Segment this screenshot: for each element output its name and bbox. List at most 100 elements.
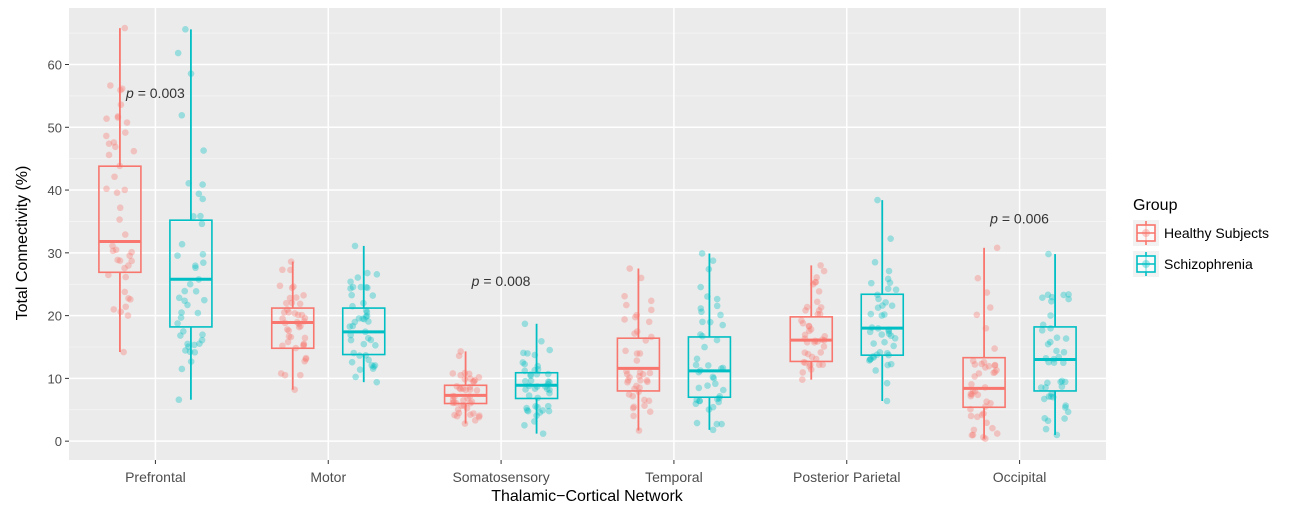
data-point (696, 397, 704, 405)
data-point (521, 421, 528, 429)
data-point (807, 326, 815, 333)
data-point (451, 411, 458, 419)
data-point (519, 359, 527, 366)
data-point (704, 382, 711, 389)
y-tick-label: 20 (48, 309, 62, 324)
data-point (717, 311, 724, 319)
data-point (643, 376, 651, 384)
data-point (372, 341, 379, 349)
data-point (631, 313, 639, 321)
data-point (715, 395, 723, 402)
plot-panel (69, 8, 1106, 460)
data-point (538, 337, 545, 345)
data-point (867, 355, 874, 363)
data-point (300, 292, 307, 299)
legend: Group Healthy Subjects Schizophrenia (1133, 197, 1269, 277)
box-schizophrenia (860, 200, 905, 401)
data-point (1065, 295, 1072, 303)
data-point (692, 400, 700, 408)
data-point (186, 280, 194, 288)
box-iqr (98, 165, 142, 274)
data-point (470, 378, 477, 385)
y-tick-label: 60 (48, 58, 62, 73)
data-point (983, 398, 990, 406)
data-point (348, 358, 356, 366)
data-point (471, 417, 479, 424)
data-point (297, 371, 304, 379)
data-point (466, 386, 474, 393)
data-point (993, 244, 1001, 252)
data-point (884, 285, 892, 293)
data-point (699, 318, 706, 326)
data-point (524, 407, 532, 415)
data-point (626, 374, 633, 381)
data-point (457, 371, 465, 379)
data-point (117, 101, 125, 109)
data-point (871, 258, 879, 266)
data-point (292, 294, 300, 301)
data-point (713, 420, 721, 428)
data-point (991, 368, 999, 376)
data-point (364, 269, 371, 277)
box-healthy (270, 261, 315, 390)
data-point (693, 419, 701, 427)
data-point (279, 315, 286, 322)
data-point (712, 380, 719, 388)
data-point (125, 295, 132, 302)
data-point (110, 139, 118, 146)
data-point (887, 235, 894, 242)
data-point (646, 369, 654, 377)
data-point (878, 312, 886, 319)
data-point (1039, 294, 1046, 302)
data-point (1044, 340, 1052, 348)
data-point (370, 363, 377, 370)
data-point (647, 297, 655, 305)
data-point (967, 392, 975, 400)
box-schizophrenia (169, 29, 213, 400)
data-point (534, 362, 542, 370)
data-point (719, 386, 727, 394)
x-tick-label: Prefrontal (125, 469, 186, 485)
data-point (282, 299, 290, 307)
data-point (174, 49, 182, 57)
data-point (874, 304, 882, 312)
data-point (986, 304, 994, 311)
data-point (123, 119, 131, 126)
data-point (454, 406, 462, 413)
data-point (349, 322, 357, 330)
data-point (719, 321, 727, 329)
data-point (286, 294, 294, 302)
data-point (633, 357, 641, 364)
data-point (174, 320, 181, 327)
data-point (1061, 415, 1068, 422)
data-point (1047, 393, 1055, 400)
data-point (1048, 390, 1055, 397)
data-point (819, 361, 827, 368)
data-point (1062, 404, 1069, 411)
data-point (174, 252, 181, 259)
data-point (879, 302, 886, 309)
data-point (698, 250, 706, 257)
data-point (866, 356, 874, 363)
data-point (1057, 378, 1064, 386)
data-point (191, 349, 199, 356)
points-schizophrenia (1037, 250, 1072, 439)
data-point (967, 412, 975, 420)
data-point (130, 147, 138, 155)
data-point (1060, 348, 1068, 356)
data-point (641, 402, 648, 409)
data-point (639, 370, 647, 378)
data-point (692, 361, 700, 369)
data-point (279, 342, 286, 350)
data-point (192, 264, 199, 272)
data-point (892, 286, 900, 294)
data-point (626, 265, 634, 272)
data-point (351, 242, 359, 250)
annotations: p = 0.003 p = 0.008 p = 0.006 (125, 85, 1049, 289)
data-point (805, 322, 813, 330)
legend-item-healthy: Healthy Subjects (1133, 220, 1269, 246)
data-point (546, 389, 553, 397)
data-point (180, 328, 187, 335)
data-point (1041, 414, 1049, 422)
data-point (351, 318, 359, 326)
